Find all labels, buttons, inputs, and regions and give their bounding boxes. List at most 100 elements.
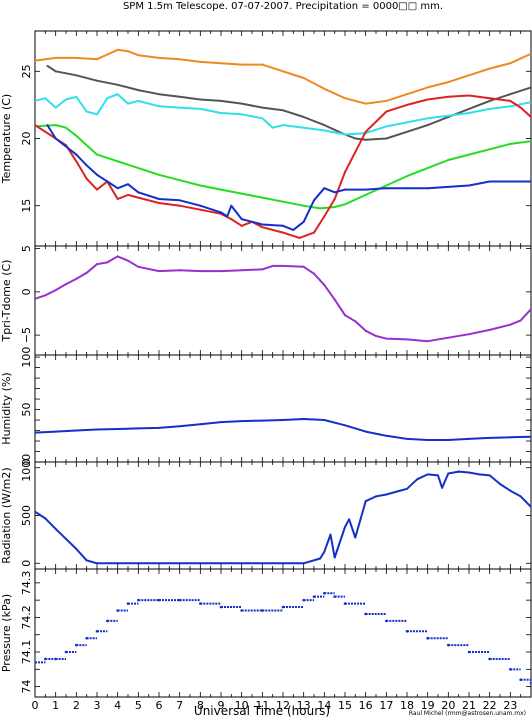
data-point [75,56,78,59]
x-tick-label: 15 [338,699,352,712]
data-point [385,184,388,187]
data-point [137,265,140,268]
data-point [406,121,408,124]
data-point [85,271,88,274]
data-point [157,598,161,602]
data-point [364,138,367,141]
y-tick-label: 15 [20,199,33,213]
tpri-tdome-panel: −5 0 5 Tpri-Tdome (C) [0,245,532,356]
blue-series-line [35,418,531,441]
data-point [54,289,57,292]
data-point [230,204,233,207]
data-point [364,329,367,332]
x-tick-label: 9 [218,699,225,712]
y-tick-label: 100 [20,347,33,368]
data-point [240,269,243,272]
data-point [75,547,78,550]
data-point [65,98,67,101]
data-point [96,113,98,116]
data-point [333,191,336,194]
data-point [116,83,119,86]
data-point [323,550,326,553]
data-point [220,62,222,65]
data-point [158,93,160,96]
x-tick-label: 23 [503,699,517,712]
data-point [106,97,109,100]
data-point [106,619,109,623]
data-point [85,164,88,167]
data-point [35,99,36,102]
data-point [64,650,68,654]
data-point [220,211,222,214]
data-point [271,126,274,129]
data-point [116,255,119,258]
data-point [333,595,336,598]
data-point [282,70,284,73]
data-point [354,137,357,140]
tpri-tdome-frame [34,245,532,356]
data-point [35,510,36,513]
data-point [488,436,491,439]
data-point [46,64,49,67]
data-point [406,130,408,133]
x-tick-label: 20 [441,699,455,712]
data-point [323,187,326,190]
data-point [323,129,326,132]
data-point [447,81,450,84]
data-point [35,297,36,300]
y-axis-label: Radiation (W/m2) [0,467,13,563]
data-point [116,187,119,190]
x-tick-label: 3 [94,699,101,712]
data-point [364,500,367,503]
green-series-line [35,124,531,210]
y-tick-label: −5 [20,327,33,343]
data-point [178,95,181,98]
data-point [220,99,222,102]
x-tick-label: 10 [235,699,249,712]
credit-text: Raul Michel (rmm@astrosen.unam.mx) [409,710,526,717]
data-point [468,333,470,336]
data-point [344,188,346,191]
data-point [54,527,57,530]
data-point [127,183,129,186]
data-point [220,562,222,565]
data-point [75,134,78,137]
data-point [137,598,140,602]
data-point [282,231,284,234]
data-point [95,629,99,633]
data-point [96,562,98,565]
data-point [323,591,326,595]
data-point [488,67,491,70]
data-point [323,419,326,422]
data-point [323,215,326,218]
data-point [509,99,512,102]
data-point [199,107,202,110]
data-point [467,650,471,654]
y-tick-label: 0 [20,288,33,295]
data-point [261,63,264,66]
data-point [75,74,78,77]
data-point [85,636,88,640]
data-point [116,48,119,51]
temperature-series-group [35,48,531,239]
y-tick-label: 74.1 [20,640,33,665]
data-point [261,106,264,109]
blue-series-line [46,124,531,231]
x-tick-label: 1 [52,699,59,712]
data-point [509,142,512,145]
y-tick-label: 25 [20,64,33,78]
radiation-frame [34,461,532,570]
data-point [106,261,109,264]
cyan-series-line [35,93,531,136]
data-point [348,518,351,521]
data-point [226,215,229,218]
data-point [406,487,408,490]
data-point [282,200,284,203]
data-point [158,562,160,565]
y-tick-label: 0 [20,459,33,466]
x-tick-label: 13 [297,699,311,712]
pressure-frame [34,568,532,698]
data-point [178,598,181,602]
x-tick-label: 4 [114,699,121,712]
